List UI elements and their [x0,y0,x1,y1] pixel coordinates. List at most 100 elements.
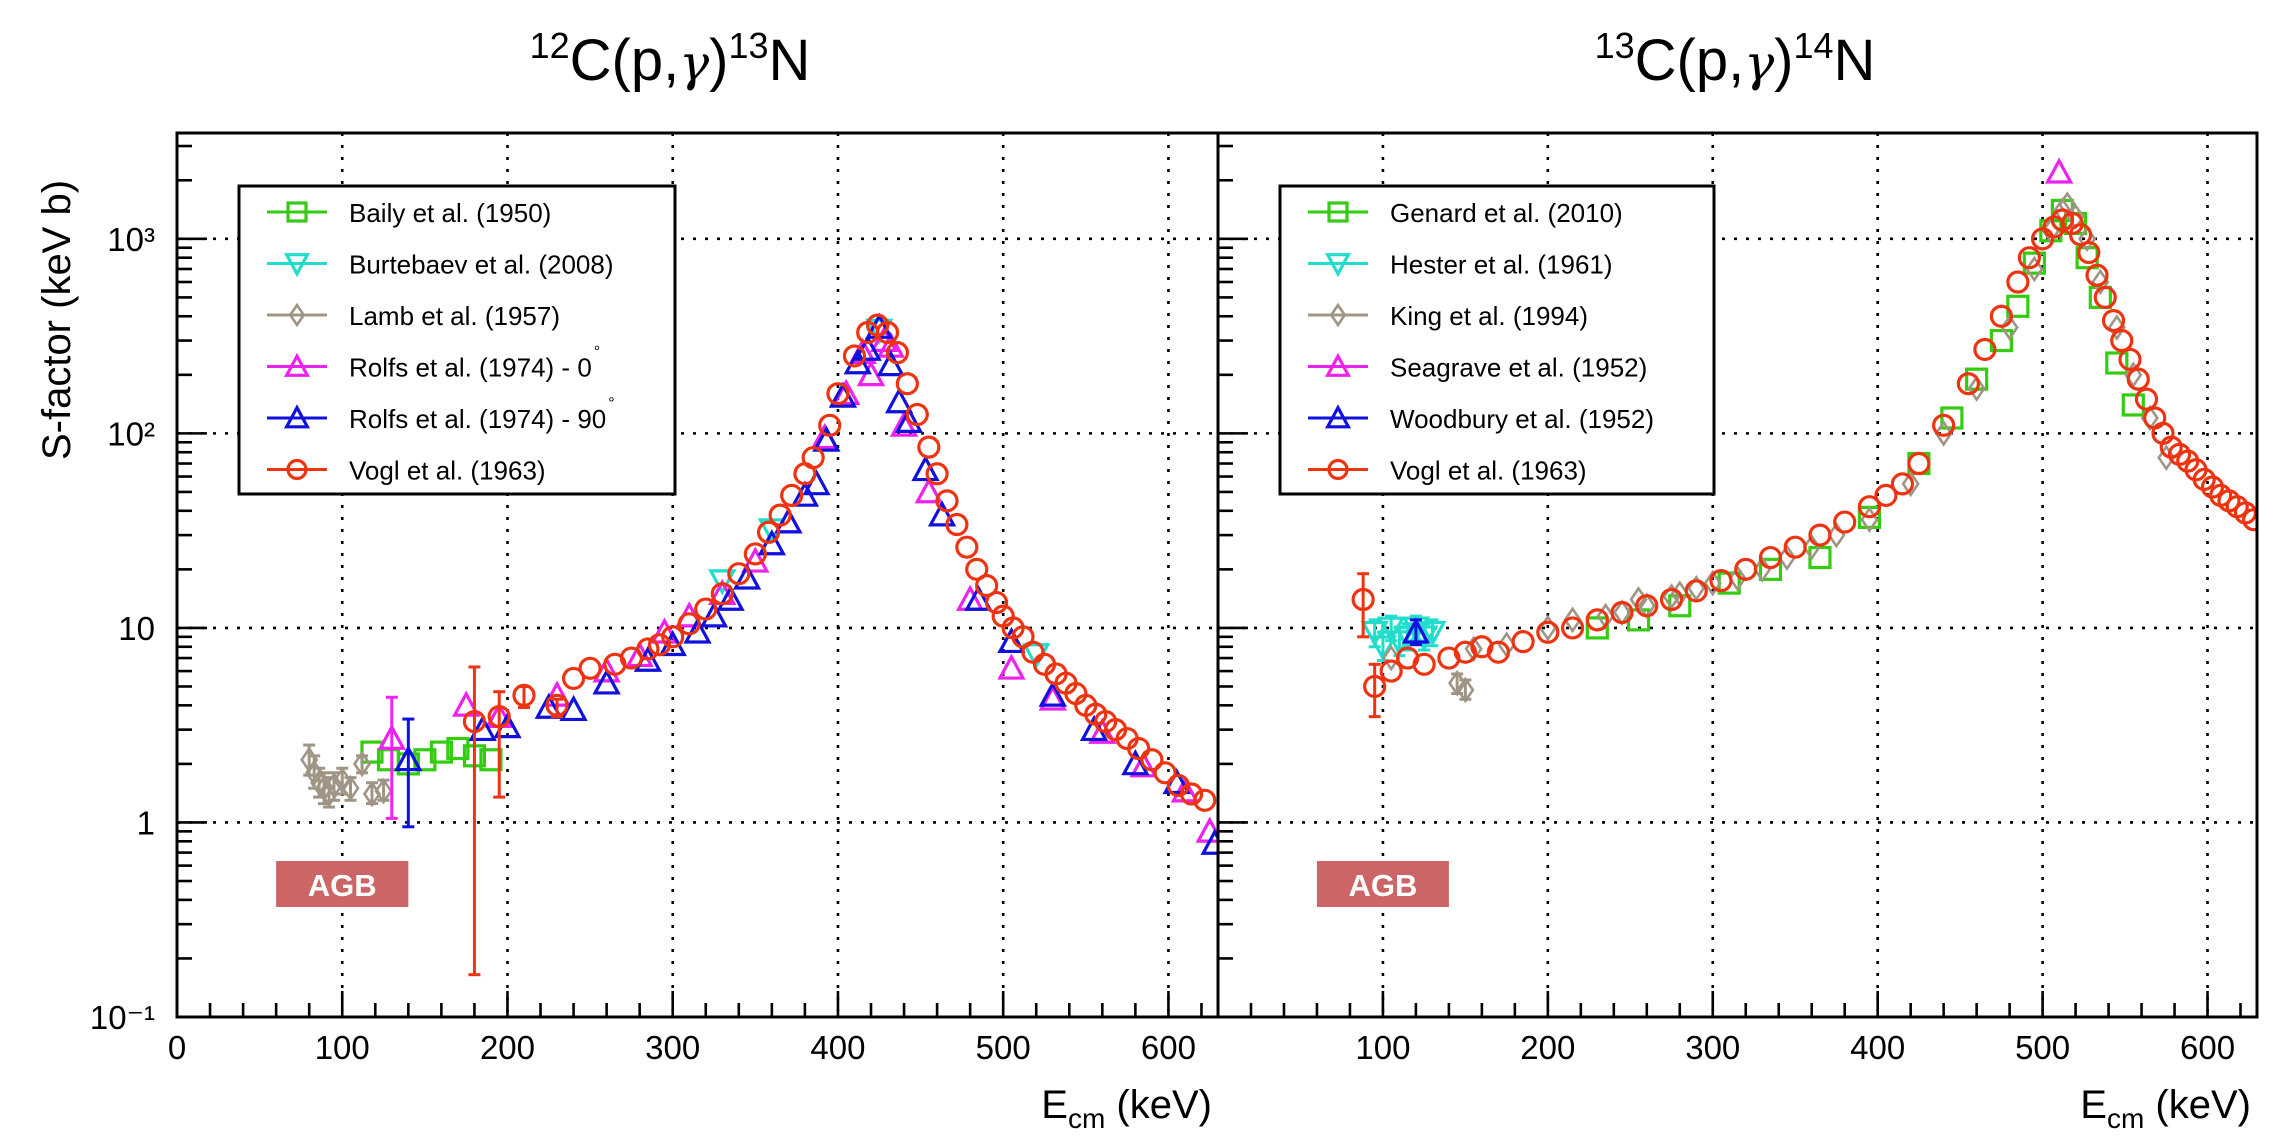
data-point [1610,600,1634,625]
legend-label: Vogl et al. (1963) [1390,456,1587,486]
data-point [1127,736,1151,761]
legend-item: Lamb et al. (1957) [267,301,560,331]
data-point [927,500,957,527]
data-point [1857,495,1882,519]
series-3 [2044,157,2074,184]
data-point [1560,616,1585,640]
data-point [774,507,803,534]
data-point [732,563,762,590]
legend-label: Hester et al. (1961) [1390,250,1613,280]
legend-label: Genard et al. (2010) [1390,198,1623,228]
data-point [694,597,718,621]
data-point [743,542,767,566]
legend-item: Seagrave et al. (1952) [1308,353,1647,383]
data-point [374,777,393,805]
series-5 [462,313,1217,977]
x-tick-label: 500 [976,1029,1031,1066]
data-point [394,744,423,772]
legend-label: Woodbury et al. (1952) [1390,404,1654,434]
legend-marker [1324,352,1352,377]
x-tick-label: 600 [2180,1029,2235,1066]
data-point [1874,483,1898,507]
legend-label: Seagrave et al. (1952) [1390,353,1647,383]
data-point [512,683,536,707]
data-point [1989,304,2013,328]
data-point [2157,444,2176,471]
data-point [1038,684,1067,711]
data-point [925,462,949,486]
data-point [545,693,569,717]
data-point [1808,523,1832,547]
data-point [1659,587,1684,612]
legend-box [1278,184,1716,496]
data-point [1368,635,1398,662]
data-point [2017,246,2042,270]
x-tick-label: 500 [2015,1029,2070,1066]
data-point [1585,608,1609,632]
data-point [1956,372,1980,396]
legend-item: Genard et al. (2010) [1308,198,1623,228]
y-tick-label: 10² [107,415,155,452]
data-point [2050,208,2074,232]
data-point [818,413,842,437]
series-4 [394,312,1218,855]
agb-badge-label: AGB [308,868,377,903]
legend-item: Vogl et al. (1963) [1308,456,1587,486]
data-point [1934,420,1953,447]
data-point [1351,587,1375,612]
data-point [889,410,919,437]
data-point [914,477,944,504]
data-point [997,653,1026,680]
data-point [708,569,737,596]
legend-marker [1327,458,1349,481]
data-point [2044,157,2074,184]
data-point [429,740,453,764]
legend-marker [283,253,311,278]
y-axis-label: S-factor (keV b) [35,180,79,460]
data-point [2134,387,2159,411]
legend-marker [1324,404,1352,429]
data-point [768,503,792,527]
y-ticks [1218,144,1248,1019]
data-point [352,750,372,778]
x-ticks [208,991,1203,1017]
data-point [578,656,602,680]
data-point [1021,640,1045,664]
x-tick-label: 200 [1520,1029,1575,1066]
legend: Genard et al. (2010) Hester et al. (1961)… [1278,184,1716,496]
legend-marker [1327,201,1349,223]
data-point [534,692,563,719]
data-point [710,582,734,606]
data-point [2077,240,2101,265]
legend-item: King et al. (1994) [1308,301,1588,331]
y-tick-label: 10 [118,610,155,647]
data-point [895,372,919,396]
panel-right: AGB 100 200 300 400 500 600 13C(p,γ)14N Ecm (keV… [1216,25,2259,1134]
data-point [826,382,850,406]
data-point [2124,361,2143,389]
data-point [2085,263,2109,287]
agb-badge [276,861,409,907]
data-point [2101,308,2126,333]
data-point [487,705,511,729]
data-point [964,584,993,611]
legend-item: Baily et al. (1950) [267,198,551,228]
data-point [1456,676,1475,704]
y-tick-label: 1 [137,804,155,841]
data-layer [1351,157,2257,719]
legend-label: Lamb et al. (1957) [349,301,560,331]
data-point [1511,630,1535,654]
data-point [1153,761,1177,785]
data-point [832,378,861,406]
data-point [1363,674,1387,699]
data-point [875,320,900,345]
x-tick-label: 300 [645,1029,700,1066]
data-point [699,601,729,628]
legend-item: Hester et al. (1961) [1308,250,1613,280]
x-tick-label: 400 [1850,1029,1905,1066]
legend-marker [283,352,311,377]
data-point [2031,227,2055,251]
data-layer [300,312,1218,977]
data-point [1684,579,1708,603]
